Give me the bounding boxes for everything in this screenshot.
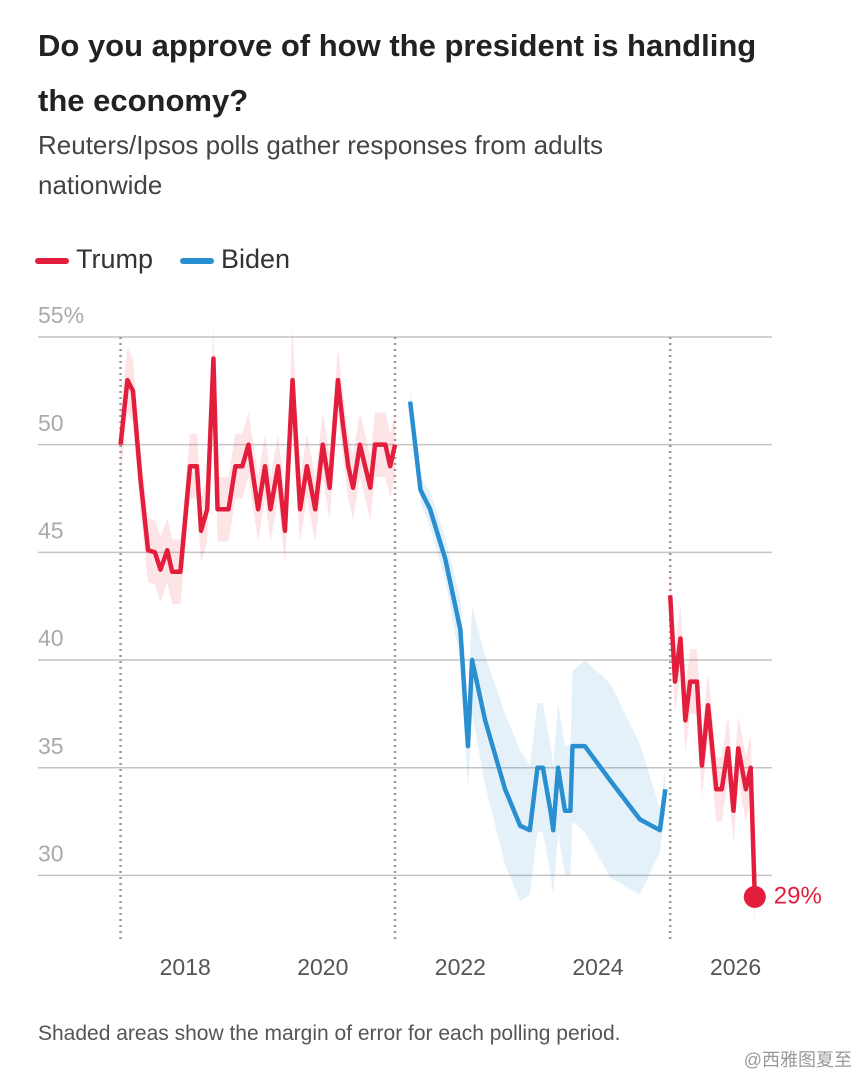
footnote: Shaded areas show the margin of error fo… bbox=[38, 1022, 621, 1045]
y-tick-label: 50 bbox=[38, 410, 64, 436]
x-tick-label: 2026 bbox=[710, 954, 761, 980]
x-tick-label: 2022 bbox=[435, 954, 486, 980]
line bbox=[407, 401, 668, 833]
end-point bbox=[743, 885, 766, 908]
x-tick-label: 2018 bbox=[160, 954, 211, 980]
legend-label: Trump bbox=[76, 244, 153, 274]
error-band bbox=[410, 390, 666, 902]
chart: Trump Biden 30 35 40 45 50 55% 2018 2020 2022 2024 2… bbox=[35, 244, 822, 980]
y-tick-label: 45 bbox=[38, 517, 64, 543]
y-tick-label: 40 bbox=[38, 625, 64, 651]
chart-title: Do you approve of how the president is h… bbox=[38, 28, 757, 118]
error-band bbox=[120, 326, 396, 605]
data-label: 29% bbox=[774, 882, 822, 909]
chart-subtitle: Reuters/Ipsos polls gather responses fro… bbox=[38, 130, 604, 200]
legend-label: Biden bbox=[221, 244, 290, 274]
watermark: @西雅图夏至 bbox=[743, 1050, 852, 1070]
y-tick-label: 55% bbox=[38, 302, 84, 328]
x-tick-label: 2020 bbox=[297, 954, 348, 980]
line bbox=[118, 356, 758, 898]
y-tick-label: 35 bbox=[38, 733, 64, 759]
y-tick-label: 30 bbox=[38, 840, 64, 866]
x-tick-label: 2024 bbox=[572, 954, 623, 980]
